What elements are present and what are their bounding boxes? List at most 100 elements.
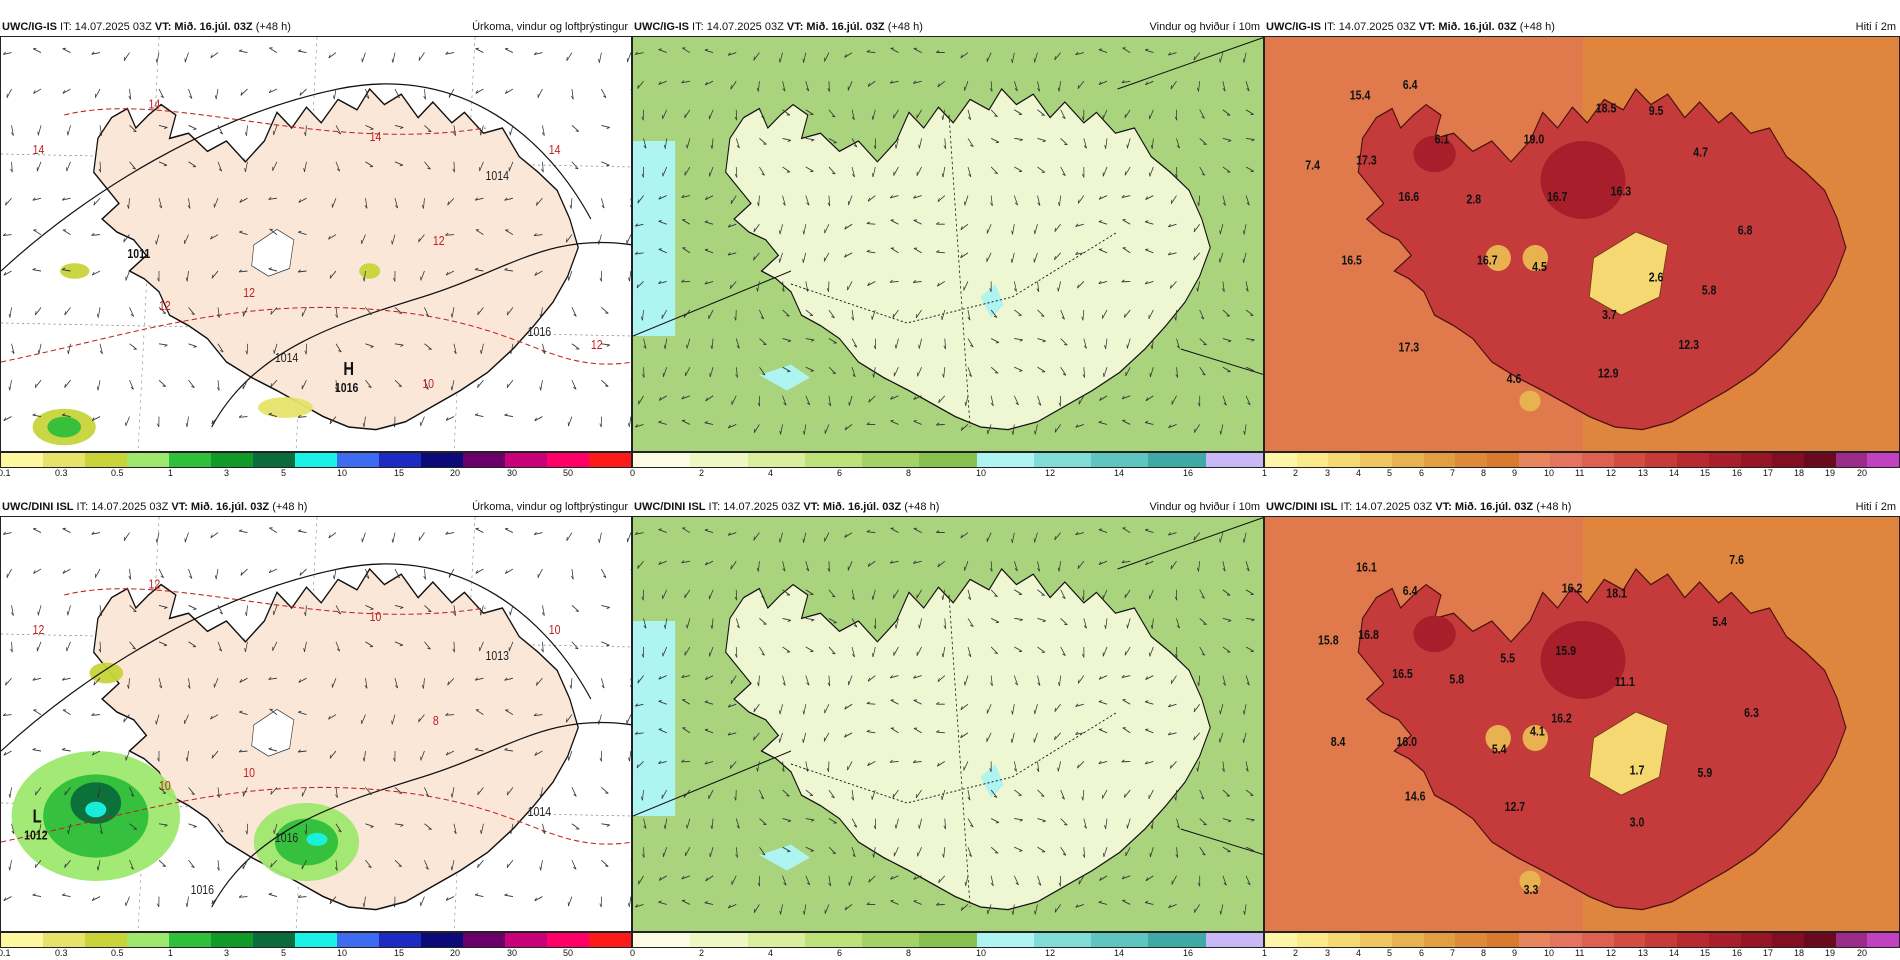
isobar-label: 1016 bbox=[528, 324, 552, 339]
colorbar-tick-label: 10 bbox=[337, 468, 347, 478]
colorbar-tick-label: 12 bbox=[1045, 468, 1055, 478]
colorbar-tick-label: 7 bbox=[1450, 468, 1455, 478]
isobar-label: 1013 bbox=[486, 648, 510, 663]
temperature-label: 16.0 bbox=[1396, 734, 1417, 749]
colorbar-swatch bbox=[1645, 933, 1677, 947]
colorbar-swatch bbox=[337, 933, 379, 947]
colorbar-swatch bbox=[253, 933, 295, 947]
colorbar-swatch bbox=[690, 933, 747, 947]
isotherm-label: 10 bbox=[370, 609, 382, 624]
lead-time: (+48 h) bbox=[1517, 21, 1555, 33]
wind-colorbar bbox=[632, 452, 1264, 468]
lead-time: (+48 h) bbox=[901, 501, 939, 513]
colorbar-tick-label: 10 bbox=[976, 468, 986, 478]
row-2: UWC/DINI ISL IT: 14.07.2025 03Z VT: Mið.… bbox=[0, 498, 1900, 948]
precip-panel-row2: UWC/DINI ISL IT: 14.07.2025 03Z VT: Mið.… bbox=[0, 498, 632, 948]
colorbar-tick-label: 1 bbox=[1262, 468, 1267, 478]
valid-time: VT: Mið. 16.júl. 03Z bbox=[155, 21, 253, 33]
warm-area bbox=[1413, 616, 1455, 652]
warm-area bbox=[1541, 141, 1626, 219]
colorbar-tick-label: 4 bbox=[768, 468, 773, 478]
temp-header-row2: UWC/DINI ISL IT: 14.07.2025 03Z VT: Mið.… bbox=[1264, 498, 1900, 516]
isotherm-label: 12 bbox=[433, 233, 445, 248]
colorbar-swatch bbox=[169, 453, 211, 467]
temperature-label: 4.5 bbox=[1532, 259, 1547, 274]
temperature-label: 16.7 bbox=[1477, 252, 1498, 267]
temperature-label: 16.3 bbox=[1611, 184, 1632, 199]
colorbar-tick-label: 6 bbox=[1419, 468, 1424, 478]
temperature-label: 16.6 bbox=[1399, 189, 1420, 204]
colorbar-tick-label: 15 bbox=[1700, 468, 1710, 478]
colorbar-swatch bbox=[1206, 933, 1263, 947]
temperature-label: 3.7 bbox=[1602, 307, 1617, 322]
temperature-label: 15.4 bbox=[1350, 87, 1371, 102]
temp-panel-row1: UWC/IG-IS IT: 14.07.2025 03Z VT: Mið. 16… bbox=[1264, 18, 1900, 468]
colorbar-tick-label: 8 bbox=[906, 468, 911, 478]
colorbar-tick-label: 0.1 bbox=[0, 468, 11, 478]
colorbar-swatch bbox=[127, 453, 169, 467]
pressure-center-value: 1012 bbox=[24, 827, 48, 842]
colorbar-tick-label: 9 bbox=[1512, 468, 1517, 478]
colorbar-tick-label: 0 bbox=[630, 468, 635, 478]
temperature-label: 17.3 bbox=[1356, 152, 1377, 167]
temperature-label: 6.4 bbox=[1403, 583, 1418, 598]
colorbar-swatch bbox=[1804, 933, 1836, 947]
temperature-label: 18.5 bbox=[1596, 100, 1617, 115]
isobar-label: 1014 bbox=[528, 804, 552, 819]
colorbar-swatch bbox=[547, 453, 589, 467]
temperature-label: 7.6 bbox=[1729, 552, 1744, 567]
temperature-label: 3.3 bbox=[1524, 882, 1539, 897]
isotherm-label: 8 bbox=[433, 713, 439, 728]
colorbar-tick-label: 20 bbox=[450, 468, 460, 478]
colorbar-swatch bbox=[1867, 933, 1899, 947]
temperature-label: 5.4 bbox=[1712, 614, 1727, 629]
wind-header-row2: UWC/DINI ISL IT: 14.07.2025 03Z VT: Mið.… bbox=[632, 498, 1264, 516]
colorbar-swatch bbox=[589, 933, 631, 947]
colorbar-swatch bbox=[1091, 933, 1148, 947]
temperature-label: 8.4 bbox=[1331, 734, 1346, 749]
isotherm-label: 10 bbox=[159, 778, 171, 793]
strong-wind-zone bbox=[633, 141, 675, 336]
temperature-label: 5.8 bbox=[1702, 282, 1717, 297]
colorbar-swatch bbox=[337, 453, 379, 467]
precip-header-row1: UWC/IG-IS IT: 14.07.2025 03Z VT: Mið. 16… bbox=[0, 18, 632, 36]
colorbar-tick-label: 10 bbox=[1544, 468, 1554, 478]
panel-title: Hiti í 2m bbox=[1856, 498, 1896, 516]
temperature-label: 5.9 bbox=[1697, 765, 1712, 780]
temperature-label: 6.4 bbox=[1403, 77, 1418, 92]
pressure-center-letter: H bbox=[343, 359, 354, 380]
colorbar-swatch bbox=[547, 933, 589, 947]
colorbar-swatch bbox=[1867, 453, 1899, 467]
precip-colorbar bbox=[0, 932, 632, 948]
lead-time: (+48 h) bbox=[269, 501, 307, 513]
lead-time: (+48 h) bbox=[1533, 501, 1571, 513]
temperature-label: 1.7 bbox=[1630, 762, 1645, 777]
colorbar-swatch bbox=[977, 453, 1034, 467]
colorbar-swatch bbox=[748, 453, 805, 467]
colorbar-swatch bbox=[1034, 453, 1091, 467]
colorbar-swatch bbox=[1645, 453, 1677, 467]
isotherm-label: 12 bbox=[33, 622, 45, 637]
colorbar-tick-label: 13 bbox=[1638, 468, 1648, 478]
colorbar-swatch bbox=[253, 453, 295, 467]
precip-colorbar bbox=[0, 452, 632, 468]
panel-title: Vindur og hviður í 10m bbox=[1150, 498, 1260, 516]
colorbar-swatch bbox=[379, 933, 421, 947]
colorbar-tick-label: 14 bbox=[1669, 468, 1679, 478]
temperature-label: 15.8 bbox=[1318, 632, 1339, 647]
colorbar-tick-label: 17 bbox=[1763, 468, 1773, 478]
colorbar-swatch bbox=[862, 453, 919, 467]
colorbar-swatch bbox=[1091, 453, 1148, 467]
colorbar-swatch bbox=[1265, 933, 1297, 947]
colorbar-swatch bbox=[1836, 933, 1868, 947]
colorbar-swatch bbox=[690, 453, 747, 467]
isotherm-label: 10 bbox=[422, 376, 434, 391]
colorbar-swatch bbox=[633, 933, 690, 947]
colorbar-tick-label: 2 bbox=[1293, 468, 1298, 478]
colorbar-swatch bbox=[463, 933, 505, 947]
colorbar-swatch bbox=[1206, 453, 1263, 467]
model-name: UWC/IG-IS bbox=[634, 21, 689, 33]
colorbar-swatch bbox=[1034, 933, 1091, 947]
colorbar-swatch bbox=[1392, 933, 1424, 947]
